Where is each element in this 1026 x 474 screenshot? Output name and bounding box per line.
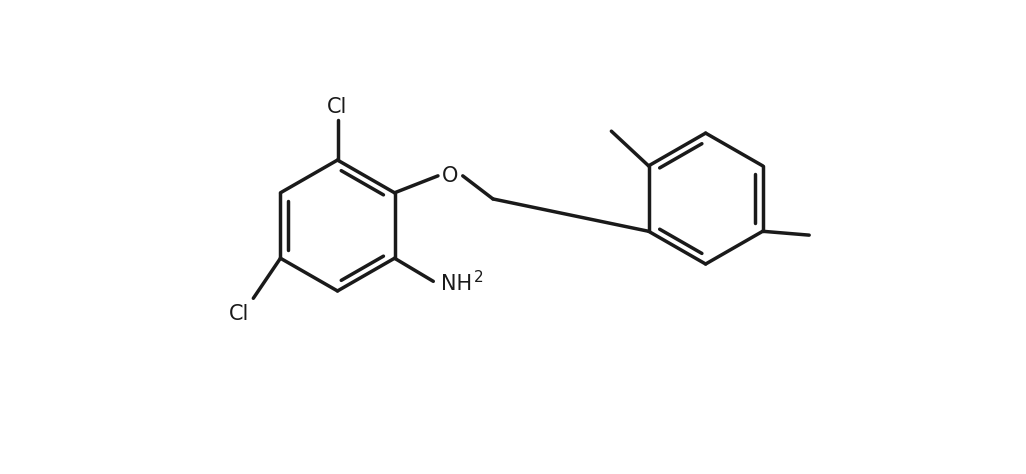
Text: O: O xyxy=(442,166,459,186)
Text: 2: 2 xyxy=(474,270,484,285)
Text: Cl: Cl xyxy=(229,304,249,324)
Text: Cl: Cl xyxy=(327,97,348,117)
Text: NH: NH xyxy=(441,274,472,294)
